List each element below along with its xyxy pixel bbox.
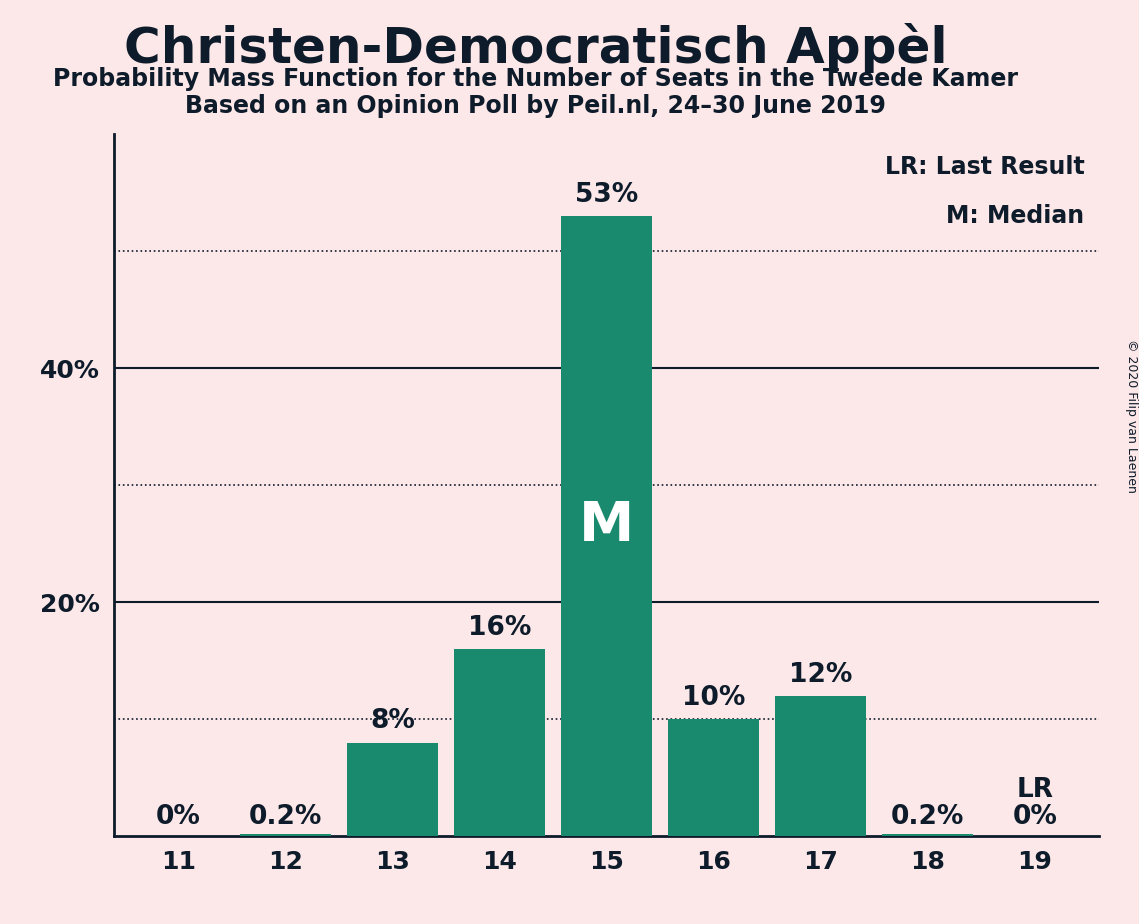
- Text: Christen-Democratisch Appèl: Christen-Democratisch Appèl: [123, 23, 948, 73]
- Text: M: M: [579, 499, 634, 553]
- Text: LR: Last Result: LR: Last Result: [885, 155, 1084, 179]
- Text: LR: LR: [1016, 777, 1054, 804]
- Bar: [239, 833, 330, 836]
- Bar: [776, 696, 867, 836]
- Text: 0%: 0%: [1013, 805, 1057, 831]
- Text: 16%: 16%: [468, 614, 531, 640]
- Text: M: Median: M: Median: [947, 204, 1084, 228]
- Bar: [454, 649, 544, 836]
- Bar: [883, 833, 974, 836]
- Text: 53%: 53%: [575, 182, 638, 208]
- Bar: [669, 719, 759, 836]
- Text: Probability Mass Function for the Number of Seats in the Tweede Kamer: Probability Mass Function for the Number…: [52, 67, 1018, 91]
- Text: 10%: 10%: [682, 685, 745, 711]
- Bar: [346, 743, 437, 836]
- Text: 0.2%: 0.2%: [891, 805, 965, 831]
- Text: Based on an Opinion Poll by Peil.nl, 24–30 June 2019: Based on an Opinion Poll by Peil.nl, 24–…: [185, 94, 886, 118]
- Text: 8%: 8%: [370, 709, 415, 735]
- Text: 0.2%: 0.2%: [248, 805, 322, 831]
- Text: © 2020 Filip van Laenen: © 2020 Filip van Laenen: [1124, 339, 1138, 492]
- Text: 12%: 12%: [789, 662, 852, 687]
- Text: 0%: 0%: [156, 805, 200, 831]
- Bar: [562, 216, 652, 836]
